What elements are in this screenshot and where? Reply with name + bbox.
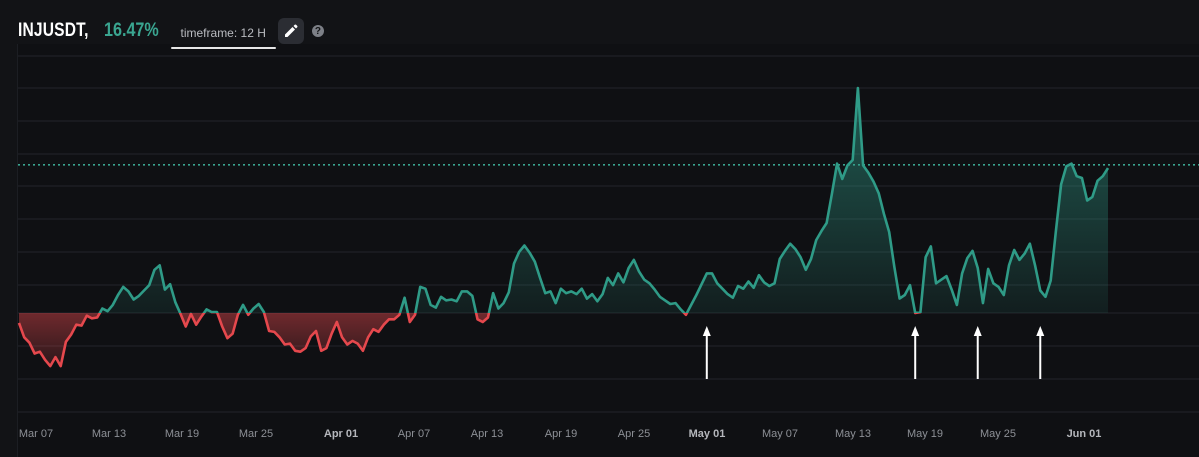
- arrow-head: [702, 326, 711, 336]
- x-tick-label: Mar 25: [239, 428, 273, 440]
- x-tick-label: Apr 25: [618, 428, 650, 440]
- x-tick-label: May 19: [907, 428, 943, 440]
- pencil-icon: [284, 24, 298, 37]
- change-percent: 16.47%: [104, 20, 159, 41]
- arrow-head: [973, 326, 982, 336]
- x-tick-label: Mar 19: [165, 428, 199, 440]
- timeframe-selector[interactable]: timeframe: 12 H: [170, 20, 277, 49]
- arrow-marker: [973, 326, 982, 379]
- x-tick-label: May 07: [762, 428, 798, 440]
- chart-header: INJUSDT, 16.47% timeframe: 12 H ?: [18, 14, 324, 49]
- arrow-marker: [702, 326, 711, 379]
- question-icon[interactable]: ?: [311, 25, 324, 37]
- x-tick-label: May 01: [689, 428, 726, 440]
- negative-series-line: [17, 313, 922, 368]
- arrow-head: [911, 326, 920, 336]
- x-tick-label: Apr 13: [471, 428, 503, 440]
- x-tick-label: Jun 01: [1067, 428, 1102, 440]
- symbol-label: INJUSDT,: [18, 20, 89, 41]
- x-tick-label: Apr 01: [324, 428, 358, 440]
- edit-button[interactable]: [277, 18, 304, 44]
- negative-area: [19, 313, 1108, 367]
- x-tick-label: Mar 13: [92, 428, 126, 440]
- arrow-marker: [1036, 326, 1045, 379]
- x-tick-label: Apr 19: [545, 428, 577, 440]
- arrow-head: [1036, 326, 1045, 336]
- chart-area: [17, 44, 1199, 457]
- positive-area: [19, 88, 1108, 313]
- x-tick-label: May 25: [980, 428, 1016, 440]
- arrow-marker: [911, 326, 920, 379]
- x-tick-label: May 13: [835, 428, 871, 440]
- x-tick-label: Apr 07: [398, 428, 430, 440]
- positive-series-line: [98, 86, 1110, 313]
- x-tick-label: Mar 07: [19, 428, 53, 440]
